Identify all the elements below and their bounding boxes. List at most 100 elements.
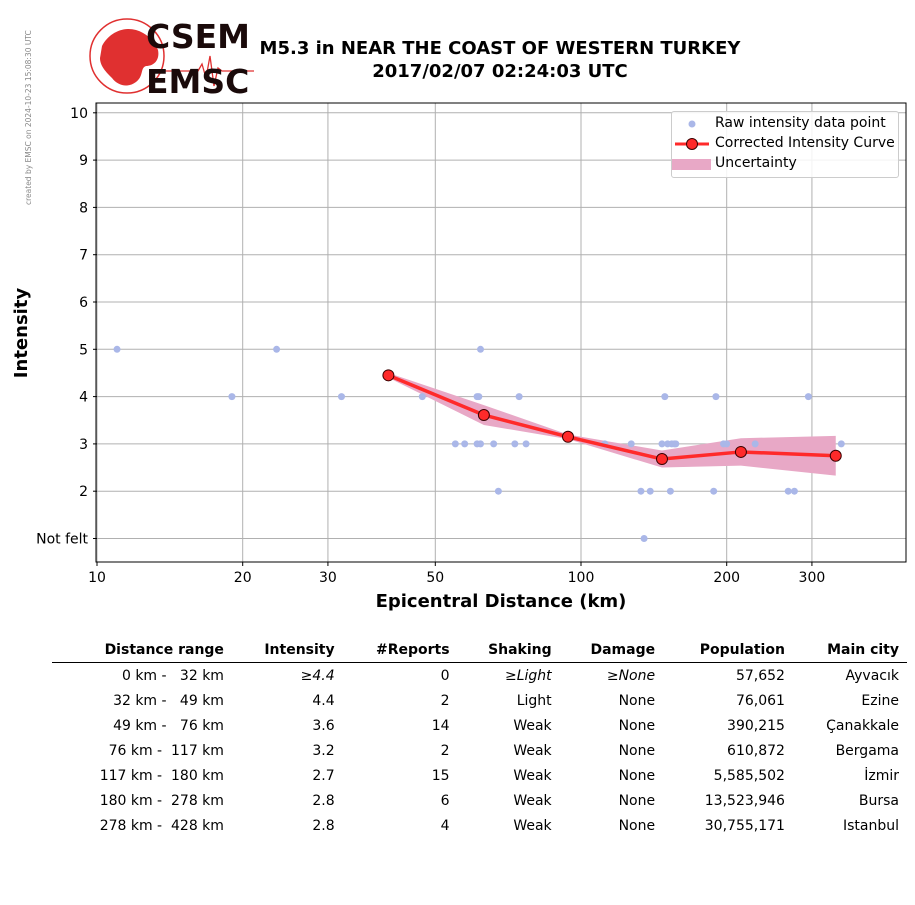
cell-damage: None (618, 767, 656, 784)
raw-data-point (723, 440, 731, 448)
uncertainty-band (388, 372, 836, 476)
y-axis-label: Intensity (11, 288, 32, 379)
corrected-intensity-line (387, 373, 836, 461)
logo-continents-icon (100, 28, 159, 86)
cell-reports: 14 (431, 717, 450, 734)
cell-intensity: 2.8 (312, 792, 335, 809)
raw-data-point (627, 440, 635, 448)
cell-reports: 2 (440, 742, 450, 759)
raw-data-point (712, 393, 720, 401)
legend-item-raw: Raw intensity data point (672, 114, 898, 134)
raw-data-point (477, 440, 485, 448)
y-tick-label: 5 (79, 342, 88, 358)
x-tick-label: 200 (713, 570, 740, 586)
corrected-intensity-marker (561, 430, 574, 443)
cell-damage: ≥None (606, 667, 656, 684)
legend-uncertainty-swatch (672, 159, 711, 170)
cell-main-city: Bergama (835, 742, 899, 759)
legend-uncertainty-label: Uncertainty (715, 155, 797, 171)
logo-text-csem: CSEM (146, 17, 250, 56)
raw-data-point (490, 440, 498, 448)
table-row: 49 km - 76 km 3.6 14 Weak None 390,215 Çanakka… (52, 713, 907, 738)
legend-item-curve: Corrected Intensity Curve (672, 134, 898, 154)
header-distance-range: Distance range (52, 640, 232, 663)
cell-shaking: Weak (513, 767, 552, 784)
cell-distance-range: 180 km - 278 km (99, 792, 224, 809)
table-row: 117 km - 180 km 2.7 15 Weak None 5,585,502 İzm… (52, 763, 907, 788)
header-reports: #Reports (342, 640, 458, 663)
raw-data-point (511, 440, 519, 448)
raw-data-point (451, 440, 459, 448)
cell-intensity: 3.6 (312, 717, 335, 734)
cell-population: 30,755,171 (704, 817, 785, 834)
cell-population: 390,215 (727, 717, 785, 734)
intensity-chart: 10 20 30 50 100 200 300 Not felt 2 3 4 5 6 7 8 9 10 Epic… (11, 102, 907, 612)
corrected-intensity-marker (477, 409, 490, 422)
raw-data-point (273, 345, 281, 353)
x-tick-label: 10 (88, 570, 106, 586)
y-tick-label: 6 (79, 295, 88, 311)
corrected-intensity-marker (655, 453, 668, 466)
legend-raw-label: Raw intensity data point (715, 115, 886, 131)
raw-data-point (784, 487, 792, 495)
x-tick-label: 20 (234, 570, 252, 586)
creation-stamp-text: created by EMSC on 2024-10-23 15:08:30 U… (24, 30, 33, 205)
raw-data-point (522, 440, 530, 448)
chart-title: M5.3 in NEAR THE COAST OF WESTERN TURKEY (259, 38, 741, 59)
raw-data-point (666, 487, 674, 495)
cell-main-city: Bursa (858, 792, 899, 809)
corrected-intensity-marker (734, 445, 747, 458)
cell-reports: 4 (440, 817, 450, 834)
logo-graphic: CSEM EMSC (89, 17, 254, 101)
y-tick-label: 9 (79, 153, 88, 169)
cell-distance-range: 0 km - 32 km (121, 667, 224, 684)
raw-data-point (710, 487, 718, 495)
y-tick-label: 7 (79, 248, 88, 264)
table-row: 32 km - 49 km 4.4 2 Light None 76,061 Ezine (52, 688, 907, 713)
legend-curve-marker (675, 138, 709, 150)
logo-text-emsc: EMSC (146, 62, 249, 98)
cell-main-city: Ezine (861, 692, 899, 709)
table-row: 0 km - 32 km ≥4.4 0 ≥Light ≥None 57,652 Ayvacı… (52, 663, 907, 689)
cell-population: 5,585,502 (713, 767, 785, 784)
table-row: 76 km - 117 km 3.2 2 Weak None 610,872 Bergama (52, 738, 907, 763)
header-damage: Damage (559, 640, 664, 663)
table-header-row: Distance range Intensity #Reports Shakin… (52, 640, 907, 663)
raw-data-point (494, 487, 502, 495)
cell-shaking: Weak (513, 717, 552, 734)
x-tick-label: 100 (568, 570, 595, 586)
cell-main-city: Istanbul (842, 817, 899, 834)
raw-data-point (475, 393, 483, 401)
cell-intensity: ≥4.4 (300, 667, 335, 684)
raw-data-point (515, 393, 523, 401)
cell-distance-range: 76 km - 117 km (108, 742, 224, 759)
cell-population: 76,061 (735, 692, 785, 709)
csem-emsc-logo: CSEM EMSC (88, 16, 256, 101)
cell-shaking: Weak (513, 742, 552, 759)
intensity-summary-table: Distance range Intensity #Reports Shakin… (52, 640, 907, 838)
raw-data-point (228, 393, 236, 401)
corrected-intensity-marker (829, 449, 842, 462)
cell-reports: 15 (431, 767, 450, 784)
cell-intensity: 2.7 (312, 767, 335, 784)
corrected-intensity-marker (382, 369, 395, 382)
raw-data-point (672, 440, 680, 448)
plot-frame (95, 102, 907, 563)
axis-ticks: 10 20 30 50 100 200 300 Not felt 2 3 4 5 6 7 8 9 10 (36, 106, 825, 586)
x-axis-label: Epicentral Distance (km) (376, 591, 627, 612)
raw-data-point (661, 393, 669, 401)
x-tick-label: 30 (319, 570, 337, 586)
cell-damage: None (618, 792, 656, 809)
raw-data-point (837, 440, 845, 448)
cell-damage: None (618, 717, 656, 734)
cell-shaking: Light (516, 692, 552, 709)
raw-data-point (461, 440, 469, 448)
raw-data-point (477, 345, 485, 353)
cell-shaking: Weak (513, 792, 552, 809)
legend: Raw intensity data point Corrected Inten… (671, 111, 899, 178)
y-tick-label: 4 (79, 390, 88, 406)
legend-curve-label: Corrected Intensity Curve (715, 135, 895, 151)
raw-points-layer (113, 345, 845, 542)
cell-intensity: 4.4 (312, 692, 335, 709)
cell-population: 610,872 (727, 742, 785, 759)
